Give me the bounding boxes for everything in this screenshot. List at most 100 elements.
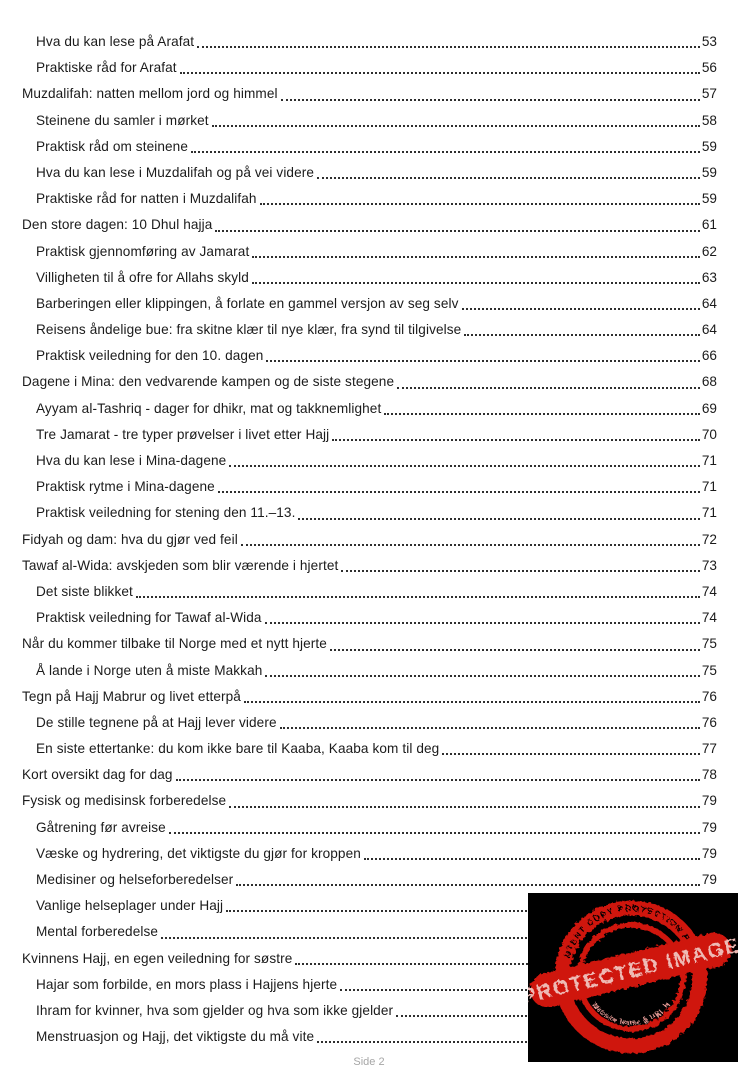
toc-entry-title: Praktisk veiledning for den 10. dagen bbox=[36, 348, 264, 364]
toc-entry-page: 75 bbox=[701, 636, 717, 652]
toc-entry-title: Praktisk rytme i Mina-dagene bbox=[36, 479, 215, 495]
toc-entry-title: Vanlige helseplager under Hajj bbox=[36, 898, 224, 914]
toc-entry-title: Den store dagen: 10 Dhul hajja bbox=[22, 217, 213, 233]
toc-entry-page: 72 bbox=[701, 531, 717, 547]
toc-entry[interactable]: Hva du kan lese på Arafat 53 bbox=[22, 29, 717, 55]
toc-entry[interactable]: Hva du kan lese i Muzdalifah og på vei v… bbox=[22, 160, 717, 186]
toc-entry[interactable]: Fysisk og medisinsk forberedelse 79 bbox=[22, 788, 717, 814]
toc-entry[interactable]: Dagene i Mina: den vedvarende kampen og … bbox=[22, 369, 717, 395]
toc-entry-page: 53 bbox=[701, 34, 717, 49]
dot-leader bbox=[363, 858, 700, 860]
dot-leader bbox=[397, 386, 700, 389]
dot-leader bbox=[332, 439, 700, 441]
toc-entry[interactable]: Mental forberedelse bbox=[22, 919, 717, 945]
toc-entry-page: 71 bbox=[701, 453, 717, 468]
toc-entry-page: 58 bbox=[701, 112, 717, 128]
dot-leader bbox=[295, 962, 715, 965]
dot-leader bbox=[217, 491, 700, 494]
dot-leader bbox=[252, 255, 700, 258]
toc-entry-title: De stille tegnene på at Hajj lever vider… bbox=[36, 714, 277, 730]
toc-entry-title: Væske og hydrering, det viktigste du gjø… bbox=[36, 845, 361, 861]
toc-entry-title: Fysisk og medisinsk forberedelse bbox=[22, 793, 227, 809]
toc-entry[interactable]: Å lande i Norge uten å miste Makkah 75 bbox=[22, 658, 717, 684]
toc-entry-page: 61 bbox=[701, 217, 717, 233]
toc-entry-title: Hva du kan lese på Arafat bbox=[36, 34, 195, 49]
toc-entry[interactable]: En siste ettertanke: du kom ikke bare ti… bbox=[22, 736, 717, 762]
dot-leader bbox=[259, 203, 700, 206]
toc-entry[interactable]: Den store dagen: 10 Dhul hajja 61 bbox=[22, 212, 717, 238]
toc-entry-page: 64 bbox=[701, 295, 717, 311]
dot-leader bbox=[340, 988, 715, 991]
toc-entry-title: Tegn på Hajj Mabrur og livet etterpå bbox=[22, 688, 241, 704]
toc-entry-page: 75 bbox=[701, 662, 717, 678]
toc-entry-page: 66 bbox=[701, 348, 717, 364]
toc-entry-title: Reisens åndelige bue: fra skitne klær ti… bbox=[36, 322, 462, 338]
toc-entry-page: 63 bbox=[701, 269, 717, 285]
stamp-graphic: CONTENT COPY PROTECTION PLUGIN By Websit… bbox=[528, 893, 738, 1062]
toc-entry[interactable]: Praktiske råd for Arafat 56 bbox=[22, 55, 717, 81]
toc-entry-title: Det siste blikket bbox=[36, 583, 133, 599]
toc-entry[interactable]: Praktisk rytme i Mina-dagene 71 bbox=[22, 474, 717, 500]
dot-leader bbox=[461, 308, 700, 311]
toc-entry[interactable]: Fidyah og dam: hva du gjør ved feil 72 bbox=[22, 527, 717, 553]
toc-entry[interactable]: Barberingen eller klippingen, å forlate … bbox=[22, 291, 717, 317]
toc-entry-title: Hajar som forbilde, en mors plass i Hajj… bbox=[36, 976, 338, 992]
dot-leader bbox=[191, 150, 700, 153]
toc-entry[interactable]: Når du kommer tilbake til Norge med et n… bbox=[22, 631, 717, 657]
toc-entry-page: 74 bbox=[701, 583, 717, 599]
toc-entry[interactable]: Praktisk gjennomføring av Jamarat 62 bbox=[22, 239, 717, 265]
dot-leader bbox=[264, 622, 700, 625]
toc-entry[interactable]: Reisens åndelige bue: fra skitne klær ti… bbox=[22, 317, 717, 343]
toc-entry[interactable]: Tegn på Hajj Mabrur og livet etterpå 76 bbox=[22, 684, 717, 710]
toc-entry[interactable]: Vanlige helseplager under Hajj bbox=[22, 893, 717, 919]
toc-entry[interactable]: Praktisk veiledning for den 10. dagen 66 bbox=[22, 343, 717, 369]
toc-entry[interactable]: Kvinnens Hajj, en egen veiledning for sø… bbox=[22, 946, 717, 972]
toc-entry[interactable]: De stille tegnene på at Hajj lever vider… bbox=[22, 710, 717, 736]
dot-leader bbox=[226, 910, 715, 913]
toc-entry-page: 71 bbox=[701, 505, 717, 521]
toc-entry[interactable]: Hajar som forbilde, en mors plass i Hajj… bbox=[22, 972, 717, 998]
toc-entry-title: Medisiner og helseforberedelser bbox=[36, 872, 234, 887]
toc-entry-page: 69 bbox=[701, 400, 717, 416]
dot-leader bbox=[236, 884, 700, 887]
toc-entry[interactable]: Tre Jamarat - tre typer prøvelser i live… bbox=[22, 422, 717, 448]
toc-entry-page: 71 bbox=[701, 479, 717, 495]
toc-entry-page: 70 bbox=[701, 426, 717, 442]
toc-entry[interactable]: Praktiske råd for natten i Muzdalifah 59 bbox=[22, 186, 717, 212]
toc-entry[interactable]: Praktisk råd om steinene 59 bbox=[22, 134, 717, 160]
toc-entry-title: Praktisk gjennomføring av Jamarat bbox=[36, 243, 250, 259]
toc-entry[interactable]: Det siste blikket 74 bbox=[22, 579, 717, 605]
toc-entry-title: Kort oversikt dag for dag bbox=[22, 767, 173, 783]
toc-entry-title: Dagene i Mina: den vedvarende kampen og … bbox=[22, 374, 395, 390]
toc-entry[interactable]: Menstruasjon og Hajj, det viktigste du m… bbox=[22, 1024, 717, 1050]
dot-leader bbox=[211, 124, 700, 127]
toc-entry[interactable]: Væske og hydrering, det viktigste du gjø… bbox=[22, 841, 717, 867]
toc-entry-page: 62 bbox=[701, 243, 717, 259]
toc-entry-title: Steinene du samler i mørket bbox=[36, 112, 209, 128]
toc-entry-page: 64 bbox=[701, 322, 717, 338]
toc-entry-title: Når du kommer tilbake til Norge med et n… bbox=[22, 636, 327, 652]
toc-entry[interactable]: Praktisk veiledning for Tawaf al-Wida 74 bbox=[22, 605, 717, 631]
toc-entry[interactable]: Praktisk veiledning for stening den 11.–… bbox=[22, 500, 717, 526]
toc-entry[interactable]: Muzdalifah: natten mellom jord og himmel… bbox=[22, 81, 717, 107]
toc-entry-title: Hva du kan lese i Muzdalifah og på vei v… bbox=[36, 164, 315, 180]
dot-leader bbox=[215, 229, 700, 232]
toc-entry-title: Hva du kan lese i Mina-dagene bbox=[36, 453, 227, 468]
toc-entry[interactable]: Tawaf al-Wida: avskjeden som blir værend… bbox=[22, 553, 717, 579]
toc-entry[interactable]: Gåtrening før avreise 79 bbox=[22, 815, 717, 841]
dot-leader bbox=[317, 177, 700, 180]
dot-leader bbox=[135, 596, 700, 599]
toc-entry-page: 79 bbox=[701, 819, 717, 835]
toc-entry[interactable]: Ayyam al-Tashriq - dager for dhikr, mat … bbox=[22, 396, 717, 422]
toc-entry-title: Tre Jamarat - tre typer prøvelser i live… bbox=[36, 426, 330, 442]
toc-entry-title: Barberingen eller klippingen, å forlate … bbox=[36, 295, 459, 311]
dot-leader bbox=[329, 648, 700, 651]
toc-entry[interactable]: Steinene du samler i mørket 58 bbox=[22, 108, 717, 134]
dot-leader bbox=[197, 46, 700, 49]
toc-entry[interactable]: Medisiner og helseforberedelser 79 bbox=[22, 867, 717, 893]
protected-image-stamp: CONTENT COPY PROTECTION PLUGIN By Websit… bbox=[528, 893, 738, 1062]
toc-entry[interactable]: Hva du kan lese i Mina-dagene 71 bbox=[22, 448, 717, 474]
toc-entry-page: 76 bbox=[701, 688, 717, 704]
toc-entry[interactable]: Kort oversikt dag for dag 78 bbox=[22, 762, 717, 788]
toc-entry[interactable]: Villigheten til å ofre for Allahs skyld … bbox=[22, 265, 717, 291]
